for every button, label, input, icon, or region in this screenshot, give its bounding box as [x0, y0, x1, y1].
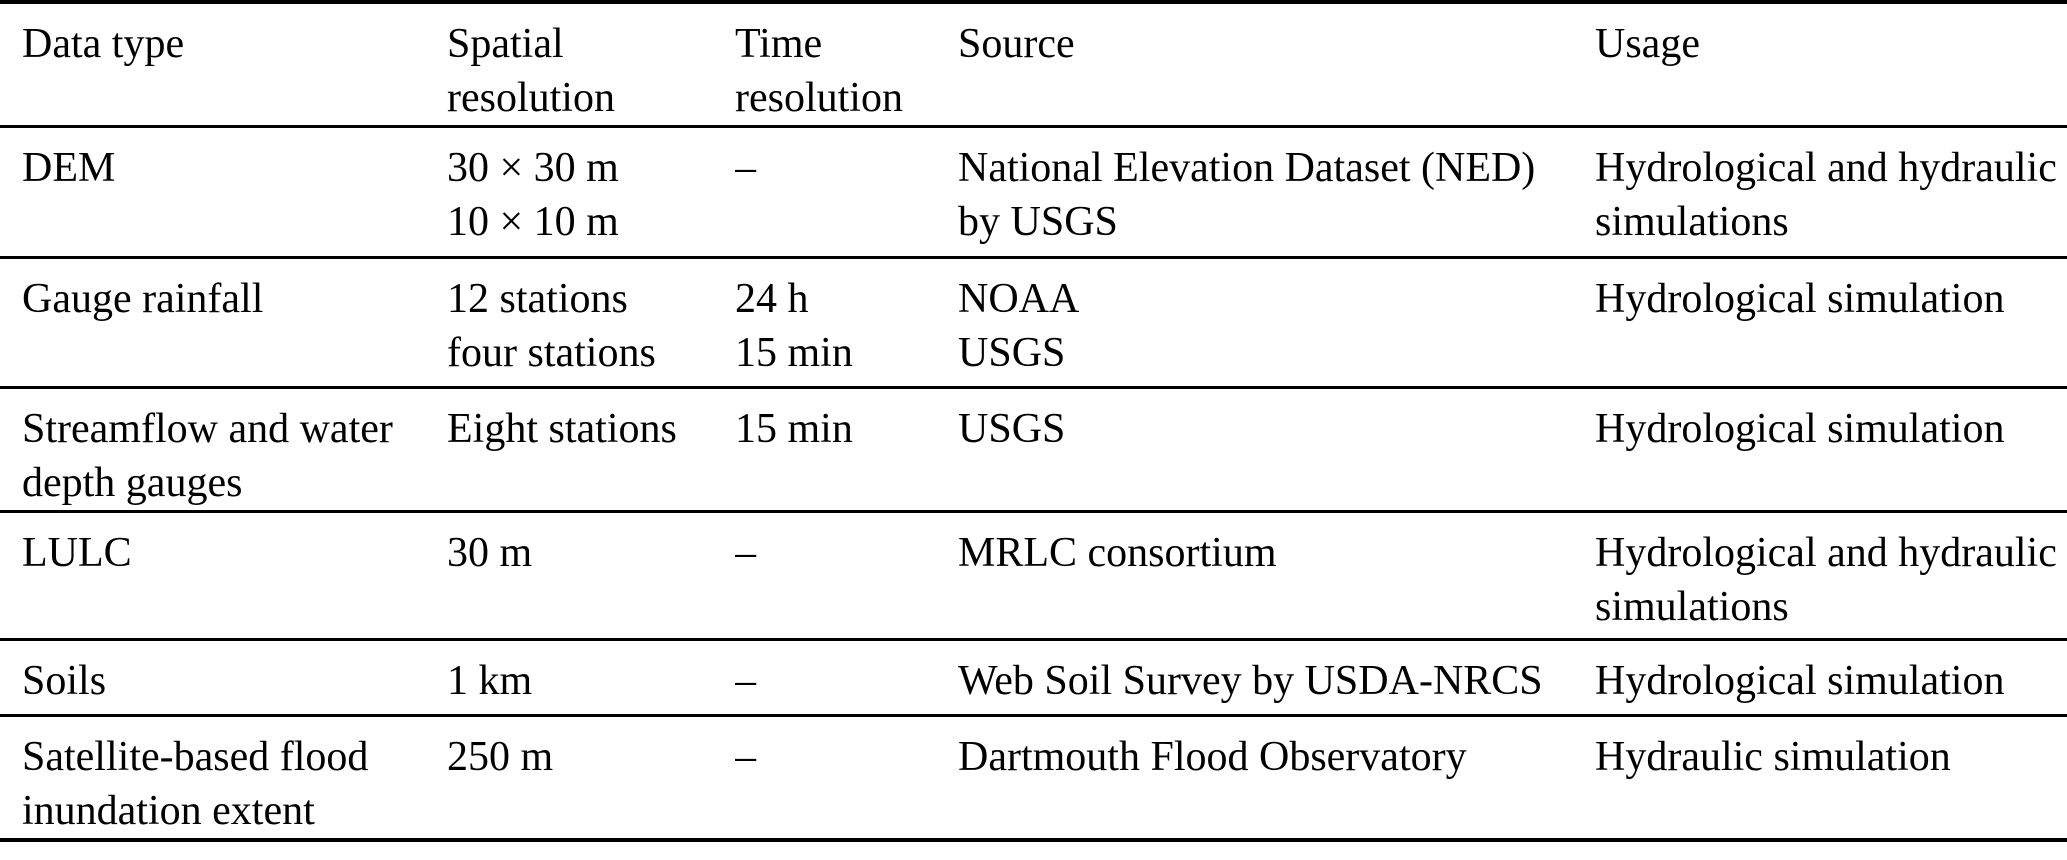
cell-dem-spatial-resolution: 30 × 30 m 10 × 10 m: [447, 127, 735, 258]
cell-text-line: Hydraulic simulation: [1595, 734, 1951, 780]
data-sources-table: Data type Spatial resolution Time resolution…: [0, 0, 2067, 842]
cell-text-line: NOAA: [958, 276, 1080, 322]
header-label-line: Usage: [1595, 21, 1700, 67]
cell-lulc-time-resolution: –: [735, 512, 958, 640]
header-label-line: Source: [958, 21, 1075, 67]
cell-text-line: USGS: [958, 406, 1066, 452]
cell-text-line: National Elevation Dataset (NED): [958, 145, 1536, 191]
cell-soils-time-resolution: –: [735, 640, 958, 716]
cell-gauge-rainfall-source: NOAA USGS: [958, 258, 1595, 388]
table-body: DEM 30 × 30 m 10 × 10 m – National Elevation…: [0, 127, 2067, 841]
cell-text-line: –: [735, 658, 756, 704]
cell-text-line: 30 m: [447, 530, 533, 576]
cell-gauge-rainfall-time-resolution: 24 h 15 min: [735, 258, 958, 388]
cell-text-line: Hydrological simulation: [1595, 658, 2005, 704]
header-label-line: resolution: [447, 75, 615, 121]
cell-gauge-rainfall-data-type: Gauge rainfall: [0, 258, 447, 388]
cell-text-line: 15 min: [735, 330, 853, 376]
cell-text-line: 30 × 30 m: [447, 145, 619, 191]
cell-text-line: inundation extent: [22, 788, 315, 834]
cell-text-line: –: [735, 734, 756, 780]
cell-text-line: Gauge rainfall: [22, 276, 264, 322]
cell-gauge-rainfall-usage: Hydrological simulation: [1595, 258, 2067, 388]
cell-text-line: simulations: [1595, 584, 1789, 630]
cell-text-line: simulations: [1595, 199, 1789, 245]
cell-lulc-data-type: LULC: [0, 512, 447, 640]
cell-lulc-usage: Hydrological and hydraulic simulations: [1595, 512, 2067, 640]
cell-soils-usage: Hydrological simulation: [1595, 640, 2067, 716]
column-header-data-type: Data type: [0, 2, 447, 127]
column-header-usage: Usage: [1595, 2, 2067, 127]
table-row-streamflow-water-depth-gauges: Streamflow and water depth gauges Eight st…: [0, 388, 2067, 512]
table-header: Data type Spatial resolution Time resolution…: [0, 2, 2067, 127]
column-header-source: Source: [958, 2, 1595, 127]
cell-text-line: depth gauges: [22, 460, 243, 506]
cell-text-line: LULC: [22, 530, 132, 576]
table-row-dem: DEM 30 × 30 m 10 × 10 m – National Elevation…: [0, 127, 2067, 258]
cell-text-line: Hydrological simulation: [1595, 406, 2005, 452]
cell-text-line: 15 min: [735, 406, 853, 452]
cell-satellite-flood-inundation-extent-data-type: Satellite-based flood inundation extent: [0, 716, 447, 841]
cell-dem-usage: Hydrological and hydraulic simulations: [1595, 127, 2067, 258]
header-label-line: Time: [735, 21, 823, 67]
cell-text-line: by USGS: [958, 199, 1118, 245]
cell-lulc-spatial-resolution: 30 m: [447, 512, 735, 640]
cell-text-line: –: [735, 530, 756, 576]
column-header-spatial-resolution: Spatial resolution: [447, 2, 735, 127]
cell-text-line: Streamflow and water: [22, 406, 393, 452]
cell-text-line: –: [735, 145, 756, 191]
cell-text-line: four stations: [447, 330, 656, 376]
cell-text-line: 24 h: [735, 276, 809, 322]
table-row-satellite-flood-inundation-extent: Satellite-based flood inundation extent 25…: [0, 716, 2067, 841]
cell-text-line: Hydrological and hydraulic: [1595, 145, 2057, 191]
header-label-line: resolution: [735, 75, 903, 121]
cell-text-line: Soils: [22, 658, 107, 704]
table-row-soils: Soils 1 km – Web Soil Survey by USDA-NRCS Hy…: [0, 640, 2067, 716]
cell-satellite-flood-inundation-extent-usage: Hydraulic simulation: [1595, 716, 2067, 841]
cell-text-line: DEM: [22, 145, 116, 191]
cell-text-line: Hydrological and hydraulic: [1595, 530, 2057, 576]
cell-streamflow-water-depth-gauges-data-type: Streamflow and water depth gauges: [0, 388, 447, 512]
header-row: Data type Spatial resolution Time resolution…: [0, 2, 2067, 127]
header-label-line: Data type: [22, 21, 185, 67]
cell-text-line: USGS: [958, 330, 1066, 376]
cell-text-line: 12 stations: [447, 276, 628, 322]
cell-text-line: MRLC consortium: [958, 530, 1277, 576]
cell-text-line: Eight stations: [447, 406, 677, 452]
cell-streamflow-water-depth-gauges-spatial-resolution: Eight stations: [447, 388, 735, 512]
cell-soils-source: Web Soil Survey by USDA-NRCS: [958, 640, 1595, 716]
cell-satellite-flood-inundation-extent-source: Dartmouth Flood Observatory: [958, 716, 1595, 841]
cell-text-line: Web Soil Survey by USDA-NRCS: [958, 658, 1543, 704]
cell-text-line: Satellite-based flood: [22, 734, 369, 780]
cell-satellite-flood-inundation-extent-time-resolution: –: [735, 716, 958, 841]
column-header-time-resolution: Time resolution: [735, 2, 958, 127]
cell-text-line: Dartmouth Flood Observatory: [958, 734, 1467, 780]
cell-dem-source: National Elevation Dataset (NED) by USGS: [958, 127, 1595, 258]
cell-text-line: 1 km: [447, 658, 533, 704]
cell-streamflow-water-depth-gauges-time-resolution: 15 min: [735, 388, 958, 512]
table-row-gauge-rainfall: Gauge rainfall 12 stations four stations 24…: [0, 258, 2067, 388]
cell-soils-data-type: Soils: [0, 640, 447, 716]
cell-dem-data-type: DEM: [0, 127, 447, 258]
cell-streamflow-water-depth-gauges-source: USGS: [958, 388, 1595, 512]
cell-lulc-source: MRLC consortium: [958, 512, 1595, 640]
cell-satellite-flood-inundation-extent-spatial-resolution: 250 m: [447, 716, 735, 841]
cell-soils-spatial-resolution: 1 km: [447, 640, 735, 716]
cell-text-line: 10 × 10 m: [447, 199, 619, 245]
header-label-line: Spatial: [447, 21, 564, 67]
table-row-lulc: LULC 30 m – MRLC consortium Hydrological and…: [0, 512, 2067, 640]
cell-dem-time-resolution: –: [735, 127, 958, 258]
cell-text-line: Hydrological simulation: [1595, 276, 2005, 322]
cell-gauge-rainfall-spatial-resolution: 12 stations four stations: [447, 258, 735, 388]
cell-text-line: 250 m: [447, 734, 554, 780]
cell-streamflow-water-depth-gauges-usage: Hydrological simulation: [1595, 388, 2067, 512]
